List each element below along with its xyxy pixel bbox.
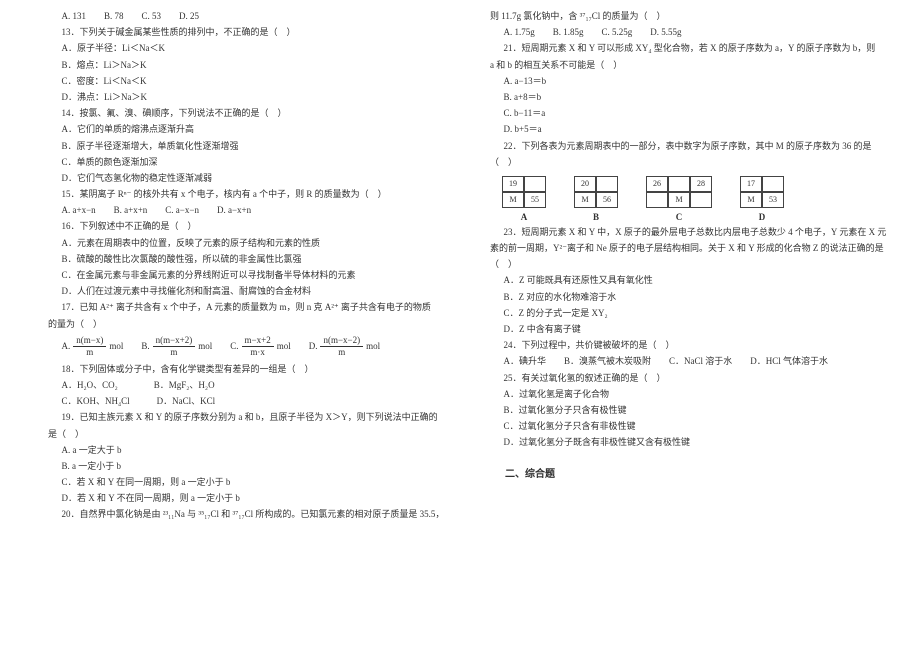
q16-opt-d: D．人们在过渡元素中寻找催化剂和耐高温、耐腐蚀的合金材料 [48,283,454,299]
page-container: A. 131 B. 78 C. 53 D. 25 13．下列关于碱金属某些性质的… [0,0,920,651]
q14-stem: 14．按氯、氟、溴、碘顺序，下列说法不正确的是（ ） [48,105,454,121]
q22-stem-2: （ ） [490,154,896,170]
diagram-c-label: C [676,212,683,222]
q20-stem-2: 则 11.7g 氯化钠中，含 ³⁷₁₇Cl 的质量为（ ） [490,8,896,24]
q16-opt-b: B．硫酸的酸性比次氯酸的酸性强，所以硫的非金属性比氯强 [48,251,454,267]
q22-diagrams: 19 M 55 A 20 M 56 B 26 [502,176,896,222]
q13-stem: 13．下列关于碱金属某些性质的排列中，不正确的是（ ） [48,24,454,40]
q21-stem-2: a 和 b 的相互关系不可能是（ ） [490,57,896,73]
q21-opt-b: B. a+8＝b [490,89,896,105]
q16-opt-c: C．在金属元素与非金属元素的分界线附近可以寻找制备半导体材料的元素 [48,267,454,283]
q17-opt-d: D. n(m−x−2)m mol [309,336,380,357]
diagram-a: 19 M 55 A [502,176,546,222]
q13-opt-b: B．熔点：Li＞Na＞K [48,57,454,73]
q23-opt-b: B．Z 对应的水化物难溶于水 [490,289,896,305]
q15-stem: 15．某阴离子 Rⁿ⁻ 的核外共有 x 个电子，核内有 a 个中子，则 R 的质… [48,186,454,202]
diagram-d-label: D [759,212,766,222]
q17-opt-a: A. n(m−x)m mol [62,336,124,357]
diagram-c: 26 28 M C [646,176,712,222]
q23-opt-c: C．Z 的分子式一定是 XY₂ [490,305,896,321]
q17-options-row: A. n(m−x)m mol B. n(m−x+2)m mol C. m−x+2… [48,336,454,357]
q14-opt-c: C．单质的颜色逐渐加深 [48,154,454,170]
q16-stem: 16．下列叙述中不正确的是（ ） [48,218,454,234]
q21-opt-d: D. b+5＝a [490,121,896,137]
q25-opt-d: D．过氧化氢分子既含有非极性键又含有极性键 [490,434,896,450]
q25-opt-a: A．过氧化氢是离子化合物 [490,386,896,402]
q18-opt-cd: C．KOH、NH₄Cl D．NaCl、KCl [48,393,454,409]
q21-stem-1: 21．短周期元素 X 和 Y 可以形成 XY₄ 型化合物，若 X 的原子序数为 … [490,40,896,56]
q14-opt-a: A．它们的单质的熔沸点逐渐升高 [48,121,454,137]
q13-opt-d: D．沸点：Li＞Na＞K [48,89,454,105]
q19-opt-c: C．若 X 和 Y 在同一周期，则 a 一定小于 b [48,474,454,490]
q19-stem-2: 是（ ） [48,426,454,442]
q24-options: A．碘升华 B．溴蒸气被木炭吸附 C．NaCl 溶于水 D．HCl 气体溶于水 [490,353,896,369]
q21-opt-c: C. b−11＝a [490,105,896,121]
q14-opt-d: D．它们气态氢化物的稳定性逐渐减弱 [48,170,454,186]
diagram-b-label: B [593,212,599,222]
q23-stem-1: 23．短周期元素 X 和 Y 中，X 原子的最外层电子总数比内层电子总数少 4 … [490,224,896,240]
q19-stem-1: 19．已知主族元素 X 和 Y 的原子序数分别为 a 和 b，且原子半径为 X＞… [48,409,454,425]
q23-stem-3: （ ） [490,256,896,272]
q24-stem: 24．下列过程中，共价键被破坏的是（ ） [490,337,896,353]
q17-opt-c: C. m−x+2m·x mol [230,336,290,357]
q14-opt-b: B．原子半径逐渐增大，单质氧化性逐渐增强 [48,138,454,154]
q16-opt-a: A．元素在周期表中的位置，反映了元素的原子结构和元素的性质 [48,235,454,251]
q17-opt-b: B. n(m−x+2)m mol [141,336,212,357]
section-2-heading: 二、综合题 [490,465,896,480]
q21-opt-a: A. a−13＝b [490,73,896,89]
diagram-a-label: A [521,212,528,222]
q17-stem-2: 的量为（ ） [48,316,454,332]
q17-stem-1: 17．已知 A²⁺ 离子共含有 x 个中子，A 元素的质量数为 m，则 n 克 … [48,299,454,315]
diagram-d: 17 M 53 D [740,176,784,222]
q23-opt-d: D．Z 中含有离子键 [490,321,896,337]
q12-options: A. 131 B. 78 C. 53 D. 25 [48,8,454,24]
q18-stem: 18．下列固体或分子中，含有化学键类型有差异的一组是（ ） [48,361,454,377]
q25-opt-c: C．过氧化氢分子只含有非极性键 [490,418,896,434]
q20-options: A. 1.75g B. 1.85g C. 5.25g D. 5.55g [490,24,896,40]
q25-stem: 25．有关过氧化氢的叙述正确的是（ ） [490,370,896,386]
q25-opt-b: B．过氧化氢分子只含有极性键 [490,402,896,418]
q20-stem-1: 20．自然界中氯化钠是由 ²³₁₁Na 与 ³⁵₁₇Cl 和 ³⁷₁₇Cl 所构… [48,506,454,522]
q23-stem-2: 素的前一周期，Y²⁻离子和 Ne 原子的电子层结构相同。关于 X 和 Y 形成的… [490,240,896,256]
q13-opt-a: A．原子半径：Li＜Na＜K [48,40,454,56]
q19-opt-a: A. a 一定大于 b [48,442,454,458]
diagram-b: 20 M 56 B [574,176,618,222]
left-column: A. 131 B. 78 C. 53 D. 25 13．下列关于碱金属某些性质的… [48,8,472,643]
q13-opt-c: C．密度：Li＜Na＜K [48,73,454,89]
q22-stem-1: 22．下列各表为元素周期表中的一部分，表中数字为原子序数，其中 M 的原子序数为… [490,138,896,154]
q18-opt-ab: A．H₂O、CO₂ B．MgF₂、H₂O [48,377,454,393]
q15-options: A. a+x−n B. a+x+n C. a−x−n D. a−x+n [48,202,454,218]
q19-opt-b: B. a 一定小于 b [48,458,454,474]
q19-opt-d: D．若 X 和 Y 不在同一周期，则 a 一定小于 b [48,490,454,506]
right-column: 则 11.7g 氯化钠中，含 ³⁷₁₇Cl 的质量为（ ） A. 1.75g B… [472,8,896,643]
q23-opt-a: A．Z 可能既具有还原性又具有氧化性 [490,272,896,288]
